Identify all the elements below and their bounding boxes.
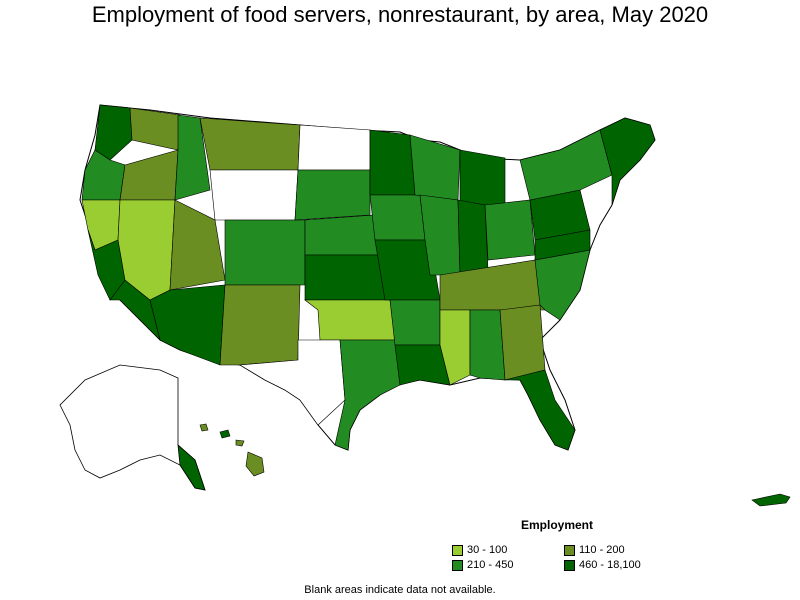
region-carolinas (534, 249, 591, 321)
region-montana (199, 117, 301, 171)
region-iowa (369, 194, 426, 241)
legend-item-210-450: 210 - 450 (452, 559, 564, 571)
region-texas-east (334, 339, 401, 451)
region-arizona (149, 284, 226, 366)
legend-label: 30 - 100 (467, 544, 508, 556)
alaska (59, 364, 206, 491)
hawaii-big-island (245, 451, 265, 477)
region-michigan (459, 149, 506, 211)
hawaii (199, 423, 265, 477)
region-south-dakota (294, 169, 371, 221)
legend-item-460-18100: 460 - 18,100 (564, 559, 676, 571)
footnote: Blank areas indicate data not available. (304, 584, 496, 596)
legend-swatch (564, 544, 575, 556)
legend-item-110-200: 110 - 200 (564, 544, 676, 556)
region-indiana (457, 199, 489, 276)
region-idaho (174, 114, 211, 201)
region-louisiana (394, 344, 451, 386)
region-kansas (304, 254, 386, 301)
legend-label: 110 - 200 (579, 544, 625, 556)
legend: Employment 30 - 100 110 - 200 210 - 450 … (452, 518, 692, 571)
region-arkansas (389, 299, 441, 346)
region-colorado (224, 219, 306, 286)
legend-swatch (564, 559, 575, 571)
map-regions (81, 104, 656, 451)
region-ohio (484, 199, 536, 261)
hawaii-island-1 (199, 423, 209, 432)
legend-item-30-100: 30 - 100 (452, 544, 564, 556)
hawaii-island-3 (235, 439, 245, 447)
region-new-mexico (219, 284, 301, 366)
region-new-england (599, 117, 656, 206)
region-puerto-rico (751, 493, 791, 507)
region-north-dakota (297, 124, 371, 171)
legend-label: 460 - 18,100 (579, 559, 641, 571)
legend-label: 210 - 450 (467, 559, 514, 571)
legend-items: 30 - 100 110 - 200 210 - 450 460 - 18,10… (452, 544, 692, 571)
legend-swatch (452, 544, 463, 556)
map-title: Employment of food servers, nonrestauran… (91, 2, 709, 27)
region-alabama (469, 309, 506, 381)
region-mississippi (439, 309, 471, 386)
region-virginia (534, 229, 591, 261)
legend-swatch (452, 559, 463, 571)
region-alaska (59, 364, 206, 491)
region-georgia (499, 304, 546, 381)
region-nebraska (304, 214, 381, 256)
hawaii-island-2 (219, 429, 231, 439)
legend-title: Employment (520, 518, 593, 532)
region-minnesota (369, 129, 416, 196)
region-wyoming (209, 169, 299, 221)
region-wisconsin (409, 134, 461, 201)
region-florida (504, 369, 576, 451)
region-alaska-southeast (177, 444, 206, 491)
region-washington-west (94, 104, 133, 161)
